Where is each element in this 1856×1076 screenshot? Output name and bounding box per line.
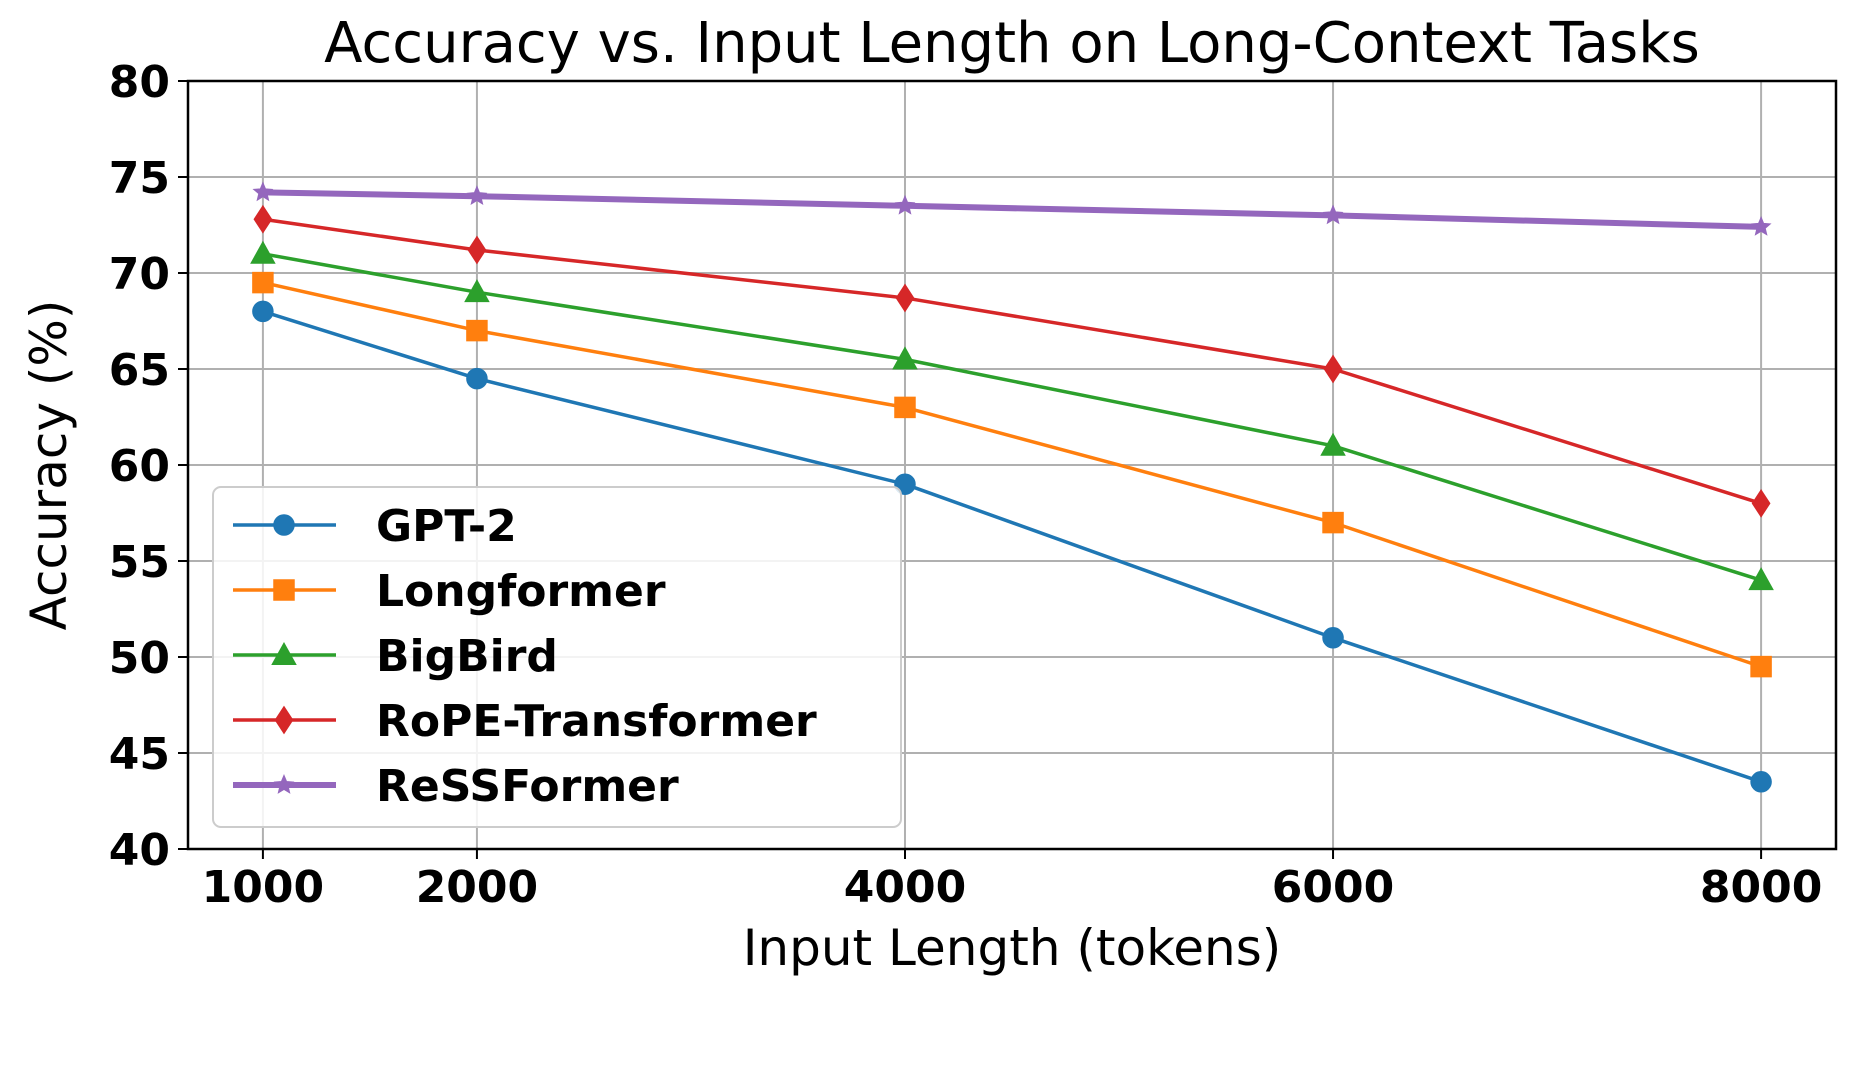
legend-marker [274,705,294,735]
series-rope-transformer [253,204,1771,518]
legend-label: Longformer [376,566,666,617]
series-bigbird [250,240,1774,591]
data-point [252,300,274,323]
series-layer [250,181,1774,793]
y-tick-label: 50 [109,633,170,684]
data-point [1320,432,1346,456]
data-point [253,204,273,234]
chart-title: Accuracy vs. Input Length on Long-Contex… [324,11,1700,76]
y-tick-label: 75 [109,153,170,204]
data-point [467,235,487,265]
legend: GPT-2 Longformer BigBird RoPE-Transformer Re… [212,486,902,828]
data-point [1750,655,1772,678]
series-gpt-2 [252,300,1772,793]
data-point [1322,204,1344,225]
x-tick-label: 6000 [1272,862,1394,913]
legend-box [212,486,902,828]
data-point [1323,354,1343,384]
series-line [262,189,1762,230]
data-point [1751,489,1771,518]
data-point [250,240,276,264]
legend-label: RoPE-Transformer [376,696,817,747]
series-longformer [252,271,1772,678]
y-tick-label: 65 [109,345,170,396]
y-tick-label: 45 [109,729,170,780]
data-point [894,396,916,419]
x-tick-label: 2000 [416,862,538,913]
y-tick-label: 80 [109,57,170,108]
y-tick-label: 70 [109,249,170,300]
x-tick-label: 1000 [202,862,324,913]
legend-marker [273,514,295,536]
legend-item: RoPE-Transformer [233,696,817,747]
data-point [1750,215,1772,236]
data-point [466,367,488,390]
data-point [1322,511,1344,534]
data-point [894,473,916,495]
y-tick-label: 40 [109,825,170,876]
data-point [1750,771,1772,793]
data-point [252,271,274,294]
legend-label: BigBird [376,631,558,682]
data-point [466,319,488,342]
x-tick-label: 4000 [844,862,966,913]
legend-marker [273,579,295,601]
x-axis-label: Input Length (tokens) [743,919,1282,977]
series-ressformer [252,181,1772,236]
legend-marker [273,774,295,794]
series-line [262,217,1762,506]
legend-label: ReSSFormer [376,761,679,812]
data-point [895,283,915,313]
legend-marker [271,641,297,665]
data-point [464,279,490,303]
legend-item: GPT-2 [233,501,517,552]
legend-item: BigBird [233,631,558,682]
data-point [1748,567,1774,591]
legend-item: ReSSFormer [233,761,679,812]
data-point [894,194,916,215]
ticks-layer: 1000 2000 4000 6000 8000 40 45 50 55 60 65 70 75 80 [109,57,1823,913]
y-tick-label: 60 [109,441,170,492]
y-axis-label: Accuracy (%) [20,300,78,631]
legend-item: Longformer [233,566,666,617]
y-tick-label: 55 [109,537,170,588]
legend-label: GPT-2 [376,501,517,552]
data-point [892,346,918,370]
x-tick-label: 8000 [1700,862,1822,913]
data-point [466,185,488,206]
data-point [1322,627,1344,649]
data-point [252,181,274,202]
